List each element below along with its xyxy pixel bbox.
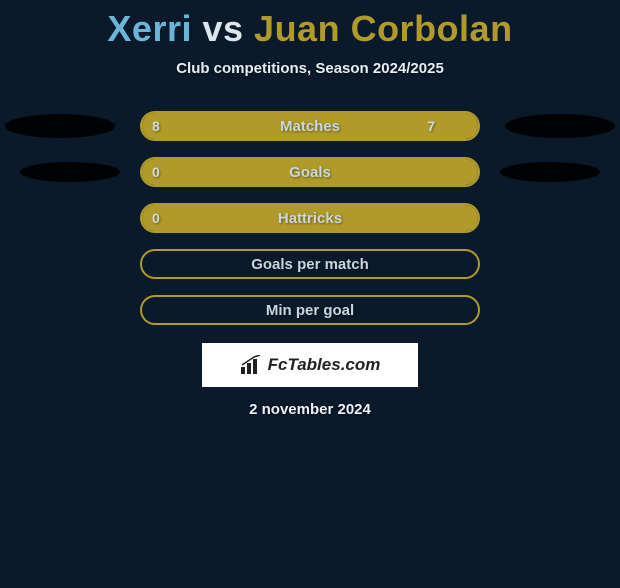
bar-fill-right (320, 113, 478, 139)
stat-bar: Goals per match (140, 249, 480, 279)
vs-separator: vs (202, 8, 243, 49)
player2-name: Juan Corbolan (254, 8, 513, 49)
stat-row: Goals per match (0, 249, 620, 279)
stat-row: Matches 8 7 (0, 111, 620, 141)
stat-bar: Min per goal (140, 295, 480, 325)
logo-box: FcTables.com (202, 343, 418, 387)
player1-name: Xerri (107, 8, 192, 49)
stat-value-left: 0 (152, 203, 160, 233)
player-shadow-ellipse (20, 162, 120, 182)
player-shadow-ellipse (505, 114, 615, 138)
player-shadow-ellipse (500, 162, 600, 182)
player-shadow-ellipse (5, 114, 115, 138)
stat-label: Hattricks (278, 210, 342, 227)
stat-row: Goals 0 (0, 157, 620, 187)
stat-value-left: 0 (152, 157, 160, 187)
stat-label: Min per goal (266, 302, 354, 319)
stat-value-left: 8 (152, 111, 160, 141)
stat-rows: Matches 8 7 Goals 0 Hattricks 0 Goals per match… (0, 111, 620, 325)
date-label: 2 november 2024 (0, 401, 620, 418)
subtitle: Club competitions, Season 2024/2025 (0, 60, 620, 77)
stat-row: Min per goal (0, 295, 620, 325)
stat-label: Goals per match (251, 256, 369, 273)
comparison-title: Xerri vs Juan Corbolan (0, 8, 620, 50)
stat-value-right: 7 (427, 111, 435, 141)
stat-label: Goals (289, 164, 331, 181)
chart-icon (240, 355, 262, 375)
stat-label: Matches (280, 118, 340, 135)
stat-row: Hattricks 0 (0, 203, 620, 233)
stat-bar: Goals (140, 157, 480, 187)
stat-bar: Hattricks (140, 203, 480, 233)
logo-text: FcTables.com (268, 355, 381, 375)
